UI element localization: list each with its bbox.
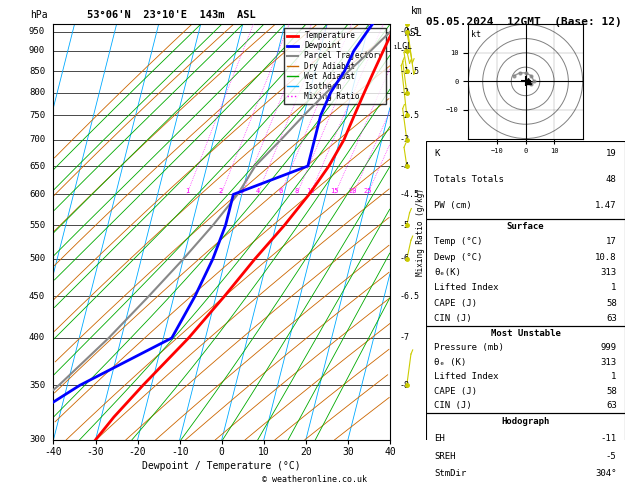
Text: 900: 900 (29, 46, 45, 55)
Text: -1: -1 (400, 46, 410, 55)
Bar (426, 219, 625, 326)
Text: 800: 800 (29, 88, 45, 97)
Text: Temp (°C): Temp (°C) (435, 237, 483, 246)
Text: 304°: 304° (595, 469, 616, 478)
Text: 8: 8 (294, 189, 299, 194)
Text: 999: 999 (601, 344, 616, 352)
Text: Mixing Ratio (g/kg): Mixing Ratio (g/kg) (416, 188, 425, 276)
Legend: Temperature, Dewpoint, Parcel Trajectory, Dry Adiabat, Wet Adiabat, Isotherm, Mi: Temperature, Dewpoint, Parcel Trajectory… (284, 28, 386, 104)
Text: PW (cm): PW (cm) (435, 201, 472, 210)
Text: -7: -7 (400, 333, 410, 343)
Text: 400: 400 (29, 333, 45, 343)
Text: -2: -2 (400, 88, 410, 97)
Text: 48: 48 (606, 175, 616, 184)
Text: 450: 450 (29, 292, 45, 301)
Text: 700: 700 (29, 135, 45, 144)
Text: CIN (J): CIN (J) (435, 401, 472, 410)
Text: SREH: SREH (435, 452, 456, 461)
Text: ASL: ASL (404, 29, 423, 38)
Text: EH: EH (435, 434, 445, 443)
Text: -3: -3 (400, 135, 410, 144)
Bar (426, 326, 625, 413)
Text: 4: 4 (255, 189, 260, 194)
Text: 1: 1 (185, 189, 189, 194)
Text: 1: 1 (611, 372, 616, 382)
Text: 313: 313 (601, 268, 616, 277)
Text: 15: 15 (331, 189, 339, 194)
Text: CIN (J): CIN (J) (435, 314, 472, 323)
Text: 300: 300 (29, 435, 45, 444)
Text: StmDir: StmDir (435, 469, 467, 478)
Text: 63: 63 (606, 401, 616, 410)
Text: Lifted Index: Lifted Index (435, 372, 499, 382)
Text: -4: -4 (400, 161, 410, 171)
Text: -5: -5 (400, 221, 410, 230)
Text: θₑ (K): θₑ (K) (435, 358, 467, 367)
Bar (426, 141, 625, 219)
Text: 53°06'N  23°10'E  143m  ASL: 53°06'N 23°10'E 143m ASL (87, 10, 256, 20)
Text: 10: 10 (306, 189, 314, 194)
Text: -4.5: -4.5 (400, 190, 420, 199)
Text: CAPE (J): CAPE (J) (435, 299, 477, 308)
Text: kt: kt (471, 30, 481, 39)
Text: Hodograph: Hodograph (501, 417, 550, 426)
Text: Most Unstable: Most Unstable (491, 329, 560, 338)
Text: -5: -5 (606, 452, 616, 461)
Text: 350: 350 (29, 381, 45, 390)
X-axis label: Dewpoint / Temperature (°C): Dewpoint / Temperature (°C) (142, 461, 301, 471)
Text: -8: -8 (400, 381, 410, 390)
Text: CAPE (J): CAPE (J) (435, 387, 477, 396)
Text: hPa: hPa (30, 10, 48, 20)
Text: -6.5: -6.5 (400, 292, 420, 301)
Text: 63: 63 (606, 314, 616, 323)
Text: 550: 550 (29, 221, 45, 230)
Text: 3: 3 (240, 189, 244, 194)
Text: 750: 750 (29, 111, 45, 120)
Text: 850: 850 (29, 67, 45, 75)
Text: 1: 1 (611, 283, 616, 292)
Text: -6: -6 (400, 255, 410, 263)
Text: 313: 313 (601, 358, 616, 367)
Text: 58: 58 (606, 387, 616, 396)
Text: 1.47: 1.47 (595, 201, 616, 210)
Text: 25: 25 (363, 189, 372, 194)
Text: Pressure (mb): Pressure (mb) (435, 344, 504, 352)
Text: -0.5: -0.5 (400, 27, 420, 36)
Text: 17: 17 (606, 237, 616, 246)
Bar (426, 413, 625, 486)
Text: 650: 650 (29, 161, 45, 171)
Text: Dewp (°C): Dewp (°C) (435, 253, 483, 261)
Text: 950: 950 (29, 27, 45, 36)
Text: 10.8: 10.8 (595, 253, 616, 261)
Text: -1.5: -1.5 (400, 67, 420, 75)
Text: Lifted Index: Lifted Index (435, 283, 499, 292)
Text: K: K (435, 149, 440, 158)
Text: 20: 20 (348, 189, 357, 194)
Text: 2: 2 (219, 189, 223, 194)
Text: © weatheronline.co.uk: © weatheronline.co.uk (262, 474, 367, 484)
Text: -11: -11 (601, 434, 616, 443)
Text: 600: 600 (29, 190, 45, 199)
Text: Surface: Surface (507, 222, 544, 231)
Text: -2.5: -2.5 (400, 111, 420, 120)
Text: 500: 500 (29, 255, 45, 263)
Text: 6: 6 (278, 189, 282, 194)
Text: ₁LCL: ₁LCL (393, 42, 413, 52)
Text: 19: 19 (606, 149, 616, 158)
Text: 58: 58 (606, 299, 616, 308)
Text: km: km (411, 6, 423, 16)
Text: 05.05.2024  12GMT  (Base: 12): 05.05.2024 12GMT (Base: 12) (426, 17, 622, 27)
Text: θₑ(K): θₑ(K) (435, 268, 461, 277)
Text: Totals Totals: Totals Totals (435, 175, 504, 184)
